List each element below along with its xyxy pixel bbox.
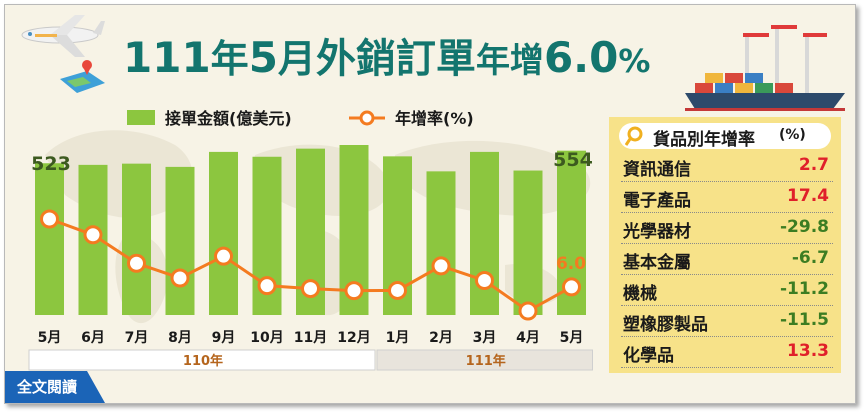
bar [122,163,151,315]
growth-point [562,277,581,297]
bar [209,151,238,315]
title-month: 5 [249,33,278,82]
product-growth-value: 13.3 [787,341,829,361]
svg-text:111年5月外銷訂單年增6.0%: 111年5月外銷訂單年增6.0% [123,33,650,82]
product-row: 資訊通信 2.7 [621,153,833,182]
x-tick-label: 8月 [168,330,192,346]
x-tick-label: 5月 [560,330,584,346]
x-tick-label: 11月 [294,330,327,346]
year-group-label: 111年 [466,353,506,369]
product-growth-value: -11.2 [780,279,829,299]
infographic-frame: 111年5月外銷訂單年增6.0% 接單金額(億美元) 年增率(%) 5月 6月 7月… [4,4,856,404]
growth-point [257,276,277,296]
x-tick-label: 9月 [212,330,236,346]
product-growth-value: -29.8 [780,217,829,237]
x-tick-label: 1月 [386,330,410,346]
bar [513,170,543,315]
panel-header: 貨品別年增率 (%) [619,123,831,150]
x-tick-label: 6月 [81,330,105,346]
year-group-band [376,349,593,371]
bar [35,163,64,315]
product-row: 基本金屬 -6.7 [621,246,833,275]
title-rate: 6.0 [544,33,618,82]
cargo-ship-icon [685,25,845,111]
read-all-button[interactable]: 全文閱讀 [5,371,105,403]
airplane-icon [21,15,105,57]
growth-point [431,256,451,276]
year-groups: 110年 111年 [28,349,593,371]
growth-point [127,253,146,273]
title-year: 111 [123,33,211,82]
title-percent: % [618,42,650,80]
bar [165,166,195,315]
search-icon [625,126,643,146]
x-tick-label: 3月 [473,330,497,346]
growth-point [301,279,320,299]
product-name: 基本金屬 [623,253,691,273]
growth-point [83,225,103,245]
growth-point [475,270,494,290]
product-row: 機械 -11.2 [621,277,833,306]
title-growth: 年增 [476,41,544,81]
bar [426,171,456,315]
chart: 111年5月外銷訂單年增6.0% 接單金額(億美元) 年增率(%) 5月 6月 7月… [21,15,845,371]
legend: 接單金額(億美元) 年增率(%) [127,109,474,128]
x-tick-label: 5月 [38,330,62,346]
x-axis-labels: 5月 6月 7月 8月 9月 10月 11月 12月 1月 2月 3月 4月 5月 [38,330,584,346]
legend-bar-swatch [127,110,155,125]
legend-line-label: 年增率(%) [395,109,474,128]
growth-line-series [40,209,581,321]
x-tick-label: 4月 [516,330,540,346]
x-tick-label: 12月 [337,330,370,346]
product-name: 光學器材 [623,222,691,242]
year-group-band [28,349,376,371]
product-name: 塑橡膠製品 [623,315,708,335]
product-name: 電子產品 [623,191,691,211]
last-point-data-label: 6.0 [556,254,586,274]
product-growth-panel: 貨品別年增率 (%) 資訊通信 2.7 電子產品 17.4 光學器材 -29.8 基本金屬 -… [609,117,841,373]
product-row: 塑橡膠製品 -11.5 [621,308,833,337]
product-growth-value: -11.5 [780,310,829,330]
x-tick-label: 7月 [125,330,149,346]
title-year-char: 年 [211,37,249,81]
panel-title: 貨品別年增率 [653,130,755,150]
bar [470,151,499,315]
legend-bar-label: 接單金額(億美元) [165,109,292,128]
first-bar-data-label: 523 [31,153,71,175]
product-row: 光學器材 -29.8 [621,215,833,244]
legend-line-marker [359,110,375,126]
growth-point [40,209,59,229]
product-name: 機械 [623,284,657,304]
product-row: 化學品 13.3 [621,339,833,368]
growth-point [518,301,538,321]
x-tick-label: 10月 [250,330,283,346]
product-growth-value: 2.7 [798,155,829,175]
product-row: 電子產品 17.4 [621,184,833,213]
growth-point [388,280,407,300]
x-tick-label: 2月 [429,330,453,346]
page-title: 111年5月外銷訂單年增6.0% [123,33,650,82]
product-growth-value: -6.7 [791,248,829,268]
product-name: 資訊通信 [623,160,691,180]
title-main: 外銷訂單 [316,36,476,82]
map-pin-icon [60,60,105,93]
growth-point [344,281,364,301]
growth-point [214,246,233,266]
product-growth-value: 17.4 [787,186,829,206]
year-group-label: 110年 [183,353,223,369]
growth-point [170,268,190,288]
product-name: 化學品 [623,346,674,366]
title-month-char: 月 [278,37,316,81]
panel-unit: (%) [779,127,806,143]
last-bar-data-label: 554 [553,149,593,171]
